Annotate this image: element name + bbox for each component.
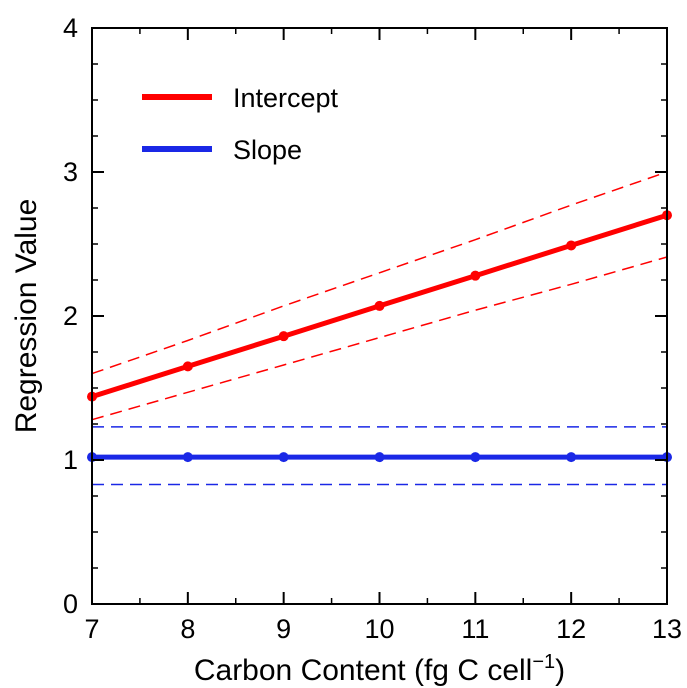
slope-data-point [374, 452, 385, 463]
legend-item-slope: Slope [142, 135, 302, 165]
x-tick-label: 13 [652, 614, 682, 644]
intercept-data-point [470, 270, 481, 281]
confidence-band-layer [91, 171, 668, 486]
series-point-layer [87, 210, 672, 463]
series-line-layer [91, 212, 668, 460]
legend-item-intercept: Intercept [142, 83, 339, 113]
x-tick-labels: 7 8 9 10 11 12 13 [84, 614, 682, 644]
x-tick-label: 8 [180, 614, 195, 644]
y-tick-label: 0 [63, 589, 78, 619]
y-tick-label: 4 [63, 13, 78, 43]
intercept-ci-upper-line [91, 171, 668, 375]
plot-frame [91, 27, 668, 605]
x-tick-label: 7 [84, 614, 99, 644]
x-axis-title-main: Carbon Content (fg C cell [194, 654, 533, 687]
legend: Intercept Slope [142, 83, 339, 165]
intercept-data-point [374, 300, 385, 311]
x-tick-label: 10 [364, 614, 394, 644]
x-tick-label: 11 [461, 614, 489, 644]
slope-data-point [566, 452, 577, 463]
intercept-data-point [566, 240, 577, 251]
slope-data-point [278, 452, 289, 463]
y-tick-labels: 0 1 2 3 4 [63, 13, 78, 619]
legend-label-slope: Slope [233, 135, 302, 165]
axis-ticks [91, 27, 668, 605]
intercept-data-point [278, 331, 289, 342]
x-tick-label: 12 [556, 614, 586, 644]
y-axis-title: Regression Value [10, 199, 43, 434]
x-axis-title-superscript: −1 [532, 651, 555, 673]
y-tick-label: 1 [63, 445, 78, 475]
x-axis-title-suffix: ) [555, 654, 565, 687]
x-axis-title: Carbon Content (fg C cell−1) [194, 651, 565, 687]
y-tick-label: 2 [63, 301, 78, 331]
intercept-data-point [182, 361, 193, 372]
intercept-ci-lower-line [91, 256, 668, 421]
y-tick-label: 3 [63, 157, 78, 187]
slope-data-point [182, 452, 193, 463]
slope-data-point [470, 452, 481, 463]
legend-label-intercept: Intercept [233, 83, 339, 113]
x-tick-label: 9 [276, 614, 291, 644]
